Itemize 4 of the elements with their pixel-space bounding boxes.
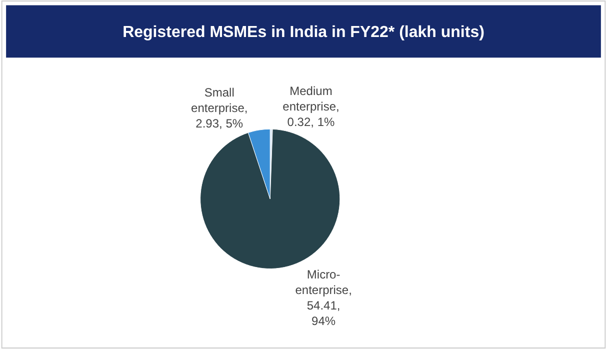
slice-label: Micro-enterprise, 54.41, 94% <box>295 267 352 328</box>
slice-label: Medium enterprise, 0.32, 1% <box>282 84 340 130</box>
slice-label: Small enterprise, 2.93, 5% <box>191 85 248 131</box>
chart-title: Registered MSMEs in India in FY22* (lakh units) <box>122 24 484 42</box>
